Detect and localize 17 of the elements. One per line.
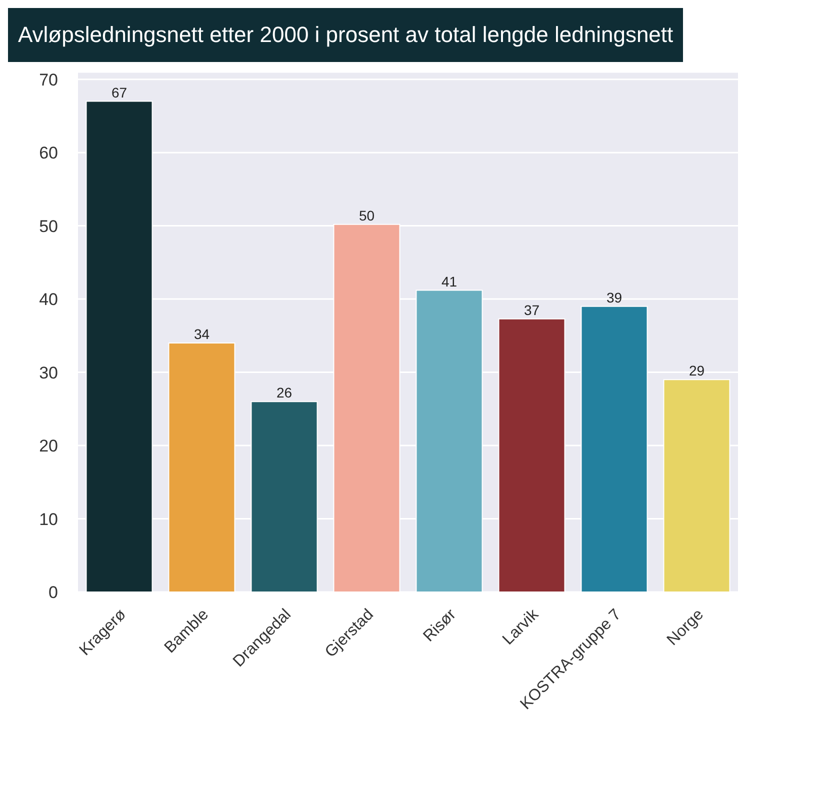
y-tick-label: 20 xyxy=(39,436,58,456)
data-label: 26 xyxy=(276,384,292,401)
y-tick-label: 40 xyxy=(39,290,58,310)
y-tick-label: 10 xyxy=(39,510,58,529)
y-tick-label: 0 xyxy=(48,583,58,602)
data-label: 34 xyxy=(194,326,210,342)
data-label: 39 xyxy=(606,289,622,306)
y-tick-label: 60 xyxy=(39,144,58,163)
y-tick-label: 30 xyxy=(39,363,58,382)
data-label: 29 xyxy=(688,362,705,379)
data-label: 37 xyxy=(524,302,540,318)
chart-title: Avløpsledningsnett etter 2000 i prosent av total lengde ledningsnett xyxy=(8,8,684,62)
data-label: 67 xyxy=(111,84,128,100)
data-label: 50 xyxy=(358,207,375,224)
y-tick-label: 50 xyxy=(39,216,58,236)
data-label: 41 xyxy=(441,273,458,290)
y-tick-label: 70 xyxy=(39,70,58,90)
